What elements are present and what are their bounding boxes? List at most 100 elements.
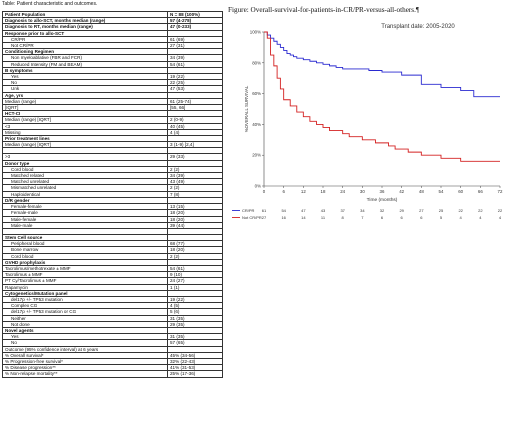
table-row: Tacrolimus/methotrexate ± MMF 54 (61) — [2, 264, 223, 273]
at-risk-count: 32 — [380, 208, 385, 213]
row-value: 61 (25-74) — [167, 97, 223, 106]
row-value: 19 (22) — [167, 73, 223, 81]
x-tick-label: 0 — [263, 189, 266, 194]
at-risk-count: 4 — [499, 215, 502, 220]
table-row: Median (range) [IQRT] 3 (1-9) [2,4] — [2, 141, 223, 149]
table-row: % Non-relapse mortality** 25% (17-36) — [2, 370, 223, 378]
at-risk-count: 6 — [420, 215, 423, 220]
table-row: Tacrolimus ± MMF 9 (10) — [2, 271, 223, 279]
at-risk-count: 7 — [361, 215, 364, 220]
row-value: 54 (61) — [167, 264, 223, 273]
table-row: GVHD prophylaxis — [2, 258, 223, 266]
overall-survival-chart: Transplant date: 2005-20200%20%40%60%80%… — [232, 24, 503, 220]
row-value — [167, 66, 223, 75]
row-value: 5 (6) — [167, 308, 223, 316]
table-row: [IQRT] [55, 66] — [2, 104, 223, 112]
table-row: Cord blood 2 (2) — [2, 252, 223, 260]
row-value: 39 (44) — [167, 221, 223, 229]
chart-title: Transplant date: 2005-2020 — [381, 24, 455, 30]
table-row: No 22 (25) — [2, 79, 223, 87]
row-value: 57 (4-278) — [167, 17, 223, 25]
at-risk-count: 25 — [439, 208, 444, 213]
row-value: 22 (25) — [167, 79, 223, 87]
at-risk-count: 22 — [498, 208, 503, 213]
at-risk-count: 37 — [340, 208, 345, 213]
row-value: 29 (35) — [167, 320, 223, 328]
table-row: No 57 (65) — [2, 339, 223, 347]
table-row: del17p +/- TP53 mutation 19 (22) — [2, 295, 223, 304]
table-row: Novel agents — [2, 326, 223, 335]
table-row: Neither 31 (35) — [2, 314, 223, 322]
table-row: Yes 31 (35) — [2, 333, 223, 341]
row-value: 45% (34-56) — [167, 351, 223, 359]
table-caption: Table: Patient characteristic and outcom… — [2, 1, 98, 7]
row-value: 19 (22) — [167, 295, 223, 304]
x-axis-label: Time (months) — [367, 197, 398, 203]
y-tick-label: 20% — [252, 153, 261, 158]
table-row: Rapamycin 1 (1) — [2, 283, 223, 291]
x-tick-label: 42 — [399, 189, 404, 194]
legend-label: CR/PR — [242, 208, 255, 213]
at-risk-count: 61 — [262, 208, 267, 213]
x-tick-label: 66 — [478, 189, 483, 194]
row-value — [167, 345, 223, 353]
x-tick-label: 30 — [360, 189, 365, 194]
table-row: Yes 19 (22) — [2, 73, 223, 81]
at-risk-count: 29 — [399, 208, 404, 213]
row-value: 32% (22-43) — [167, 357, 223, 366]
y-tick-label: 80% — [252, 60, 261, 65]
table-row: Unk 47 (53) — [2, 85, 223, 93]
table-row: % Progression-free survival* 32% (22-43) — [2, 357, 223, 366]
at-risk-count: 34 — [360, 208, 365, 213]
y-tick-label: 0% — [255, 184, 261, 189]
table-row: HCT-CI — [2, 110, 223, 118]
row-value: 57 (65) — [167, 339, 223, 347]
figure-title: Figure: Overall-survival-for-patients-in… — [228, 6, 420, 14]
row-value — [167, 110, 223, 118]
row-value: 24 (27) — [167, 277, 223, 285]
survival-line-not-cr-pr — [264, 31, 500, 162]
table-row: Age, yrs — [2, 91, 223, 99]
row-value: 2 (0-9) — [167, 116, 223, 124]
table-row: Reduced Intensity (FM and BEAM) 54 (61) — [2, 60, 223, 68]
x-tick-label: 24 — [340, 189, 345, 194]
table-row: Not done 29 (35) — [2, 320, 223, 328]
row-label: % Non-relapse mortality** — [2, 370, 168, 378]
row-value: 25% (17-36) — [167, 370, 223, 378]
row-value — [167, 326, 223, 335]
y-axis-label: %OVERALL SURVIVAL — [244, 85, 249, 132]
legend-label: Not CR/PR — [242, 215, 262, 220]
row-value: 47 (0-233) — [167, 23, 223, 31]
at-risk-count: 11 — [321, 215, 326, 220]
x-tick-label: 6 — [282, 189, 285, 194]
x-tick-label: 60 — [458, 189, 463, 194]
table-row: del17p +/- TP53 mutation or CG 5 (6) — [2, 308, 223, 316]
table-row: B symptoms — [2, 66, 223, 75]
at-risk-count: 6 — [381, 215, 384, 220]
row-value: 47 (53) — [167, 85, 223, 93]
table-row: Median (range) 61 (25-74) — [2, 97, 223, 106]
at-risk-count: 4 — [460, 215, 463, 220]
row-value: 31 (35) — [167, 333, 223, 341]
patient-characteristics-table: Patient Population N = 88 (100%) Diagnos… — [2, 10, 223, 378]
y-tick-label: 100% — [250, 30, 261, 35]
at-risk-count: 4 — [479, 215, 482, 220]
at-risk-count: 27 — [419, 208, 424, 213]
table-row: Male-male 39 (44) — [2, 221, 223, 229]
row-value: 41% (31-53) — [167, 364, 223, 372]
x-tick-label: 18 — [321, 189, 326, 194]
at-risk-count: 6 — [401, 215, 404, 220]
at-risk-count: 16 — [281, 215, 286, 220]
table-row: Outcome (95% confidence interval) at 6 y… — [2, 345, 223, 353]
at-risk-count: 22 — [478, 208, 483, 213]
at-risk-count: 47 — [301, 208, 306, 213]
y-tick-label: 60% — [252, 91, 261, 96]
row-value: 2 (2) — [167, 252, 223, 260]
row-value: 54 (61) — [167, 60, 223, 68]
row-value: 4 (5) — [167, 302, 223, 310]
table-header-row: Patient Population N = 88 (100%) — [2, 10, 223, 19]
x-tick-label: 54 — [439, 189, 444, 194]
x-tick-label: 48 — [419, 189, 424, 194]
chart-lines — [264, 31, 500, 162]
